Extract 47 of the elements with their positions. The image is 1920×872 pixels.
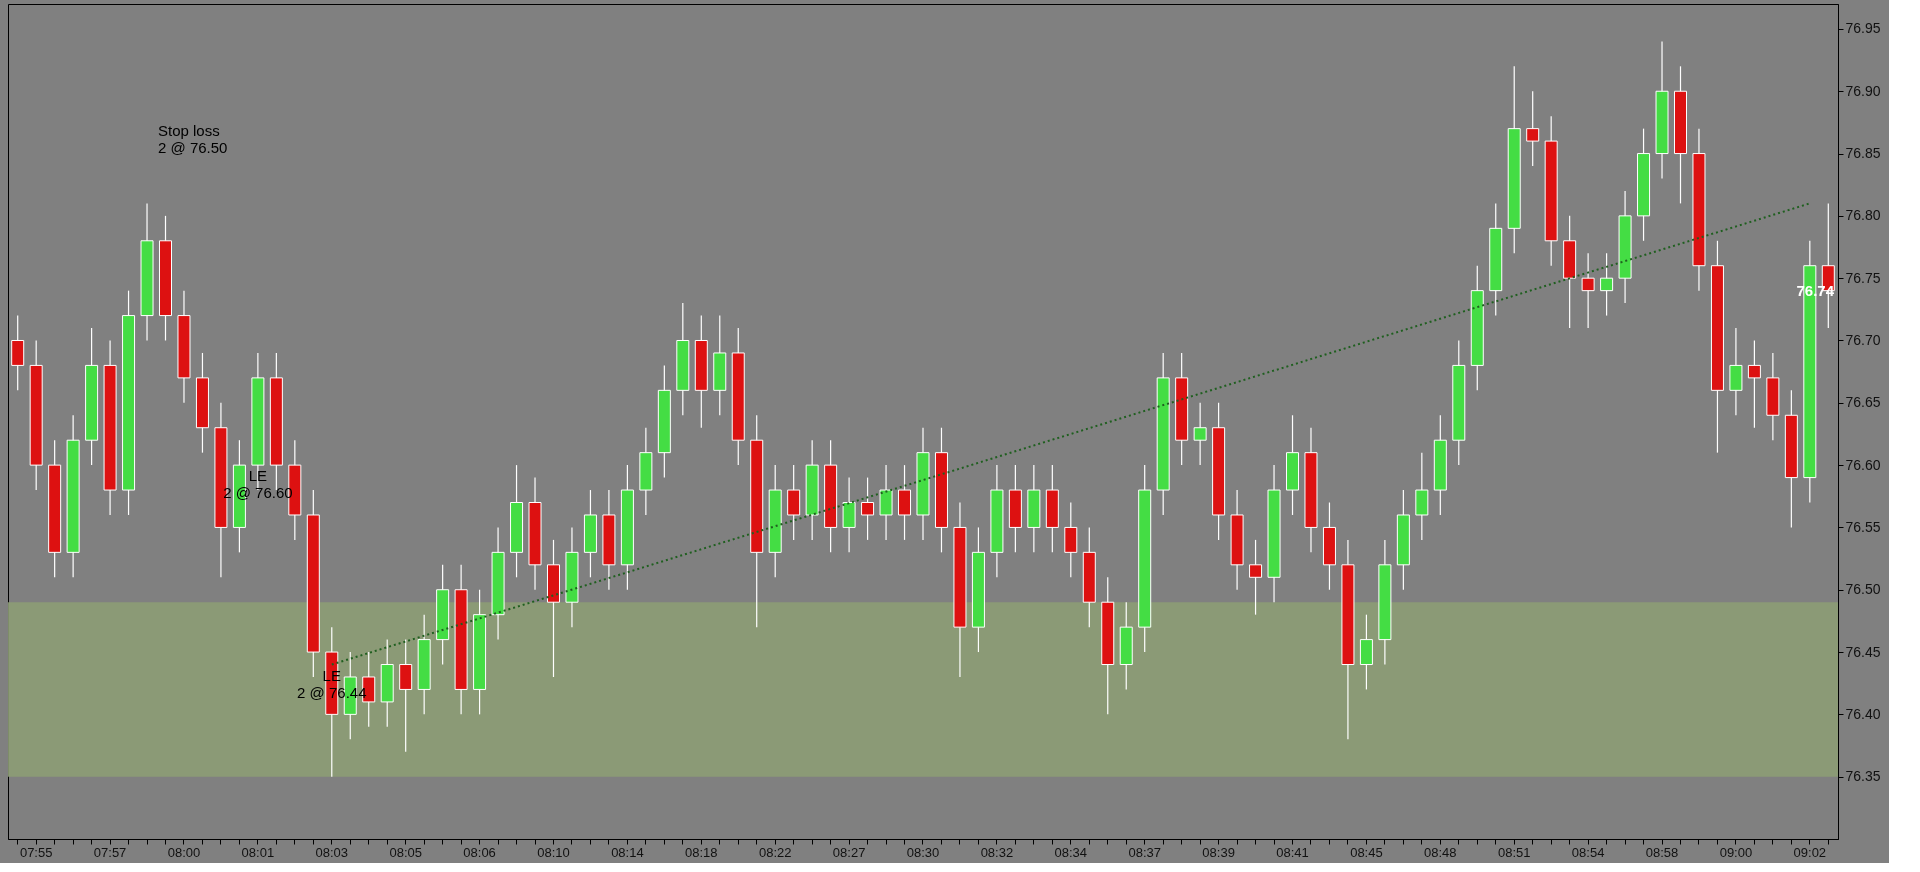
y-tick-label: 76.80 bbox=[1845, 207, 1881, 224]
annotation: Stop loss 2 @ 76.50 bbox=[158, 122, 228, 156]
x-tick-label: 08:41 bbox=[1276, 844, 1309, 860]
x-tick-label: 08:34 bbox=[1054, 844, 1088, 860]
candlestick bbox=[861, 476, 875, 541]
y-tick-label: 76.45 bbox=[1845, 643, 1881, 660]
x-tick-label: 08:06 bbox=[463, 844, 496, 860]
candlestick bbox=[1600, 252, 1614, 317]
x-tick-label: 08:32 bbox=[980, 844, 1014, 860]
x-tick-label: 08:05 bbox=[389, 844, 422, 860]
y-tick-label: 76.60 bbox=[1845, 456, 1881, 473]
x-tick-label: 08:01 bbox=[241, 844, 275, 860]
x-tick-label: 09:00 bbox=[1719, 844, 1753, 860]
candlestick bbox=[1193, 402, 1207, 466]
y-tick-label: 76.35 bbox=[1845, 768, 1881, 785]
candlestick bbox=[1526, 90, 1540, 167]
x-tick-label: 08:10 bbox=[537, 844, 570, 860]
y-tick-label: 76.90 bbox=[1845, 82, 1881, 99]
y-tick-label: 76.85 bbox=[1845, 145, 1881, 162]
candlestick bbox=[1249, 539, 1263, 616]
y-tick-label: 76.50 bbox=[1845, 581, 1881, 598]
y-tick-label: 76.70 bbox=[1845, 331, 1881, 348]
x-tick-label: 08:18 bbox=[685, 844, 718, 860]
y-tick-label: 76.40 bbox=[1845, 705, 1881, 722]
x-tick-label: 08:22 bbox=[758, 844, 792, 860]
x-tick-label: 08:37 bbox=[1128, 844, 1161, 860]
x-tick-label: 07:57 bbox=[93, 844, 127, 860]
x-tick-label: 08:45 bbox=[1350, 844, 1383, 860]
y-tick-label: 76.95 bbox=[1845, 20, 1881, 37]
x-tick-label: 08:30 bbox=[906, 844, 940, 860]
x-tick-label: 08:54 bbox=[1571, 844, 1605, 860]
x-tick-label: 08:03 bbox=[315, 844, 349, 860]
annotation: 76.74 bbox=[1796, 281, 1835, 299]
x-tick-label: 07:55 bbox=[19, 844, 53, 860]
candlestick bbox=[1581, 252, 1595, 329]
x-tick-label: 08:51 bbox=[1497, 844, 1531, 860]
x-tick-label: 08:48 bbox=[1424, 844, 1457, 860]
y-tick-label: 76.55 bbox=[1845, 518, 1881, 535]
x-tick-label: 09:02 bbox=[1793, 844, 1827, 860]
x-tick-label: 08:58 bbox=[1645, 844, 1679, 860]
x-tick-label: 08:39 bbox=[1202, 844, 1235, 860]
x-tick-label: 08:27 bbox=[832, 844, 866, 860]
y-tick-label: 76.65 bbox=[1845, 394, 1881, 411]
y-tick-label: 76.75 bbox=[1845, 269, 1881, 286]
x-tick-label: 08:14 bbox=[611, 844, 644, 860]
candlestick bbox=[1747, 339, 1761, 429]
x-tick-label: 08:00 bbox=[167, 844, 201, 860]
